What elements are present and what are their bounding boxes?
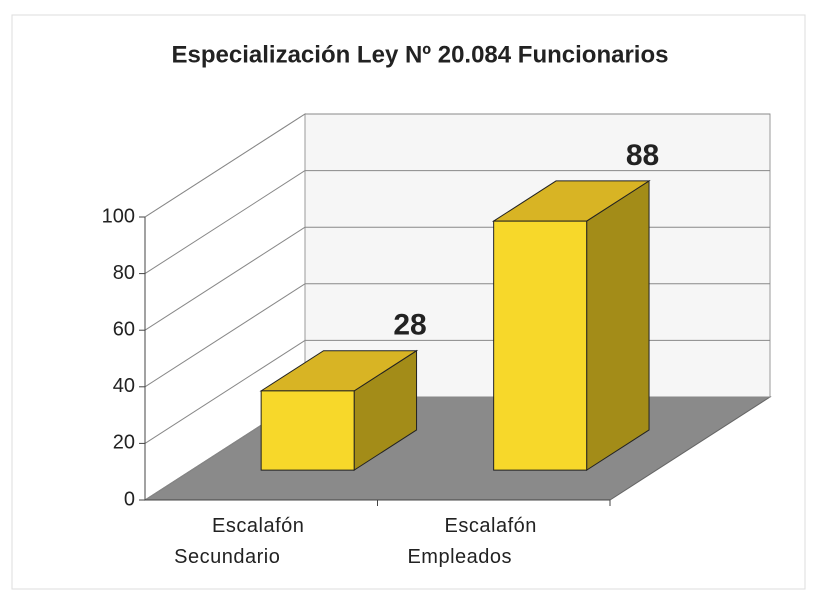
grid-line: [144, 339, 306, 444]
y-tick-label: 60: [113, 318, 135, 340]
y-tick-label: 80: [113, 262, 135, 284]
y-tick-label: 40: [113, 375, 135, 397]
grid-line: [144, 283, 306, 388]
bar: [493, 220, 588, 471]
y-tick-label: 0: [124, 488, 135, 510]
y-tick-label: 100: [102, 205, 135, 227]
chart-title: Especialización Ley Nº 20.084 Funcionari…: [172, 41, 669, 68]
value-label: 28: [393, 309, 426, 342]
x-tick-label: Escalafón Empleados: [407, 515, 542, 568]
grid-line: [144, 170, 306, 275]
bar: [260, 390, 355, 471]
grid-line: [144, 226, 306, 331]
value-label: 88: [626, 139, 659, 172]
y-tick-label: 20: [113, 432, 135, 454]
x-tick-label: Escalafón Secundario: [174, 515, 310, 568]
bar-side: [586, 180, 650, 472]
grid-line: [144, 113, 306, 218]
